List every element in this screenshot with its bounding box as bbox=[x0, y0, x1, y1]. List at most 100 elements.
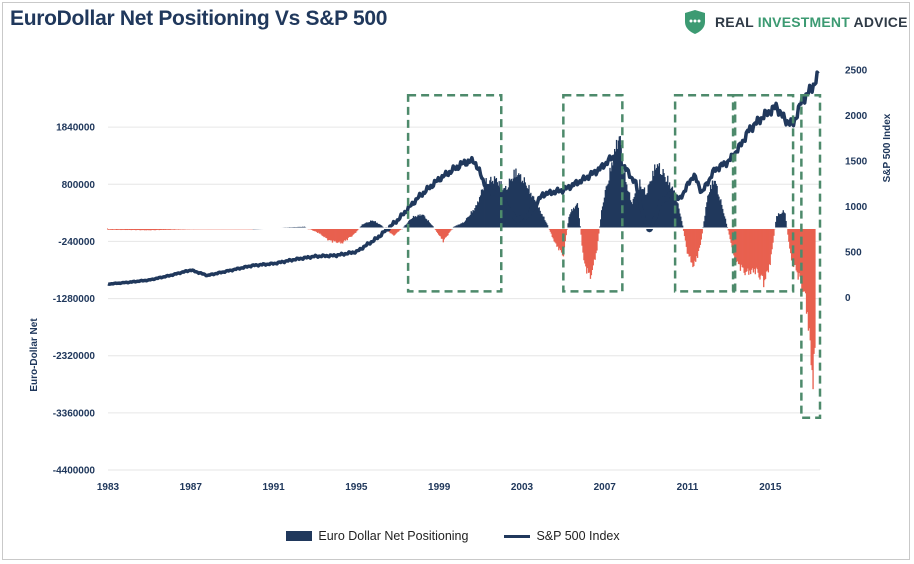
positioning-bar bbox=[754, 228, 756, 275]
positioning-bar bbox=[436, 228, 438, 232]
positioning-bar bbox=[152, 228, 155, 231]
positioning-bar bbox=[801, 228, 803, 290]
positioning-bar bbox=[773, 228, 775, 236]
positioning-bar bbox=[494, 179, 497, 229]
right-axis-title: S&P 500 Index bbox=[882, 113, 893, 182]
highlight-box bbox=[673, 94, 735, 293]
positioning-bar bbox=[510, 178, 512, 229]
positioning-bar bbox=[314, 228, 316, 232]
positioning-bar bbox=[609, 167, 611, 229]
positioning-bar bbox=[110, 228, 112, 230]
positioning-bar bbox=[645, 194, 648, 229]
positioning-bars bbox=[107, 135, 816, 390]
positioning-bar bbox=[693, 228, 695, 267]
positioning-bar bbox=[546, 225, 549, 229]
positioning-bar bbox=[316, 228, 319, 233]
positioning-bar bbox=[664, 177, 666, 229]
positioning-bar bbox=[164, 228, 166, 230]
positioning-bar bbox=[356, 228, 359, 231]
positioning-bar bbox=[779, 214, 782, 229]
positioning-bar bbox=[538, 207, 540, 229]
positioning-bar bbox=[679, 213, 681, 229]
positioning-bar bbox=[752, 228, 755, 273]
positioning-bar bbox=[665, 181, 667, 229]
positioning-bar bbox=[528, 185, 530, 229]
positioning-bar bbox=[489, 180, 491, 229]
positioning-bar bbox=[475, 205, 477, 229]
positioning-bar bbox=[608, 180, 610, 229]
positioning-bar bbox=[687, 228, 689, 254]
positioning-bar bbox=[669, 188, 672, 229]
positioning-bar bbox=[517, 175, 519, 229]
positioning-bar bbox=[813, 228, 815, 354]
positioning-bar bbox=[491, 182, 493, 229]
positioning-bar bbox=[785, 220, 787, 229]
positioning-bar bbox=[134, 228, 136, 230]
positioning-bar bbox=[163, 228, 165, 231]
positioning-bar bbox=[636, 193, 638, 229]
positioning-bar bbox=[692, 228, 694, 268]
positioning-bar bbox=[544, 220, 546, 229]
positioning-bar bbox=[684, 228, 687, 241]
positioning-bar bbox=[437, 228, 440, 235]
positioning-bar bbox=[794, 228, 797, 265]
positioning-bar bbox=[372, 221, 375, 229]
positioning-bar bbox=[390, 228, 392, 234]
positioning-bar bbox=[325, 228, 327, 238]
positioning-bar bbox=[133, 228, 135, 231]
positioning-bar bbox=[727, 228, 729, 231]
positioning-bar bbox=[428, 222, 430, 229]
x-tick-label: 1983 bbox=[97, 482, 120, 493]
positioning-bar bbox=[148, 228, 150, 231]
positioning-bar bbox=[376, 222, 378, 229]
positioning-bar bbox=[632, 198, 634, 229]
positioning-bar bbox=[135, 228, 137, 231]
positioning-bar bbox=[602, 202, 605, 229]
positioning-bar bbox=[330, 228, 333, 241]
positioning-bar bbox=[328, 228, 330, 241]
positioning-bar bbox=[420, 215, 422, 229]
positioning-bar bbox=[496, 182, 498, 229]
positioning-bar bbox=[442, 228, 444, 243]
positioning-bar bbox=[688, 228, 690, 257]
positioning-bar bbox=[718, 196, 720, 229]
legend-label-positioning: Euro Dollar Net Positioning bbox=[318, 529, 469, 543]
positioning-bar bbox=[769, 228, 771, 266]
positioning-bar bbox=[728, 228, 730, 235]
positioning-bar bbox=[409, 219, 411, 229]
positioning-bar bbox=[809, 228, 811, 341]
positioning-bar bbox=[444, 228, 446, 238]
positioning-bar bbox=[533, 199, 536, 229]
positioning-bar bbox=[486, 184, 488, 229]
positioning-bar bbox=[338, 228, 340, 243]
positioning-bar bbox=[474, 208, 476, 229]
positioning-bar bbox=[151, 228, 153, 231]
positioning-bar bbox=[761, 228, 763, 275]
positioning-bar bbox=[806, 228, 809, 312]
positioning-bar bbox=[130, 228, 132, 231]
right-tick-label: 1500 bbox=[845, 156, 868, 167]
positioning-bar bbox=[766, 228, 769, 271]
positioning-bar bbox=[437, 228, 439, 234]
positioning-bar bbox=[738, 228, 741, 265]
positioning-bar bbox=[740, 228, 743, 265]
positioning-bar bbox=[515, 168, 517, 229]
positioning-bar bbox=[569, 214, 571, 229]
positioning-bar bbox=[141, 228, 144, 231]
positioning-bar bbox=[462, 222, 464, 229]
positioning-bar bbox=[540, 213, 542, 229]
positioning-bar bbox=[125, 228, 128, 230]
positioning-bar bbox=[610, 171, 612, 229]
positioning-bar bbox=[128, 228, 131, 230]
positioning-bar bbox=[780, 213, 783, 229]
positioning-bar bbox=[363, 223, 365, 229]
positioning-bar bbox=[511, 181, 513, 229]
x-tick-label: 2015 bbox=[759, 482, 782, 493]
positioning-bar bbox=[685, 228, 688, 247]
positioning-bar bbox=[125, 228, 127, 231]
positioning-bar bbox=[796, 228, 798, 273]
positioning-bar bbox=[708, 194, 710, 229]
positioning-bar bbox=[798, 228, 800, 274]
positioning-bar bbox=[367, 222, 369, 229]
positioning-bar bbox=[736, 228, 738, 263]
